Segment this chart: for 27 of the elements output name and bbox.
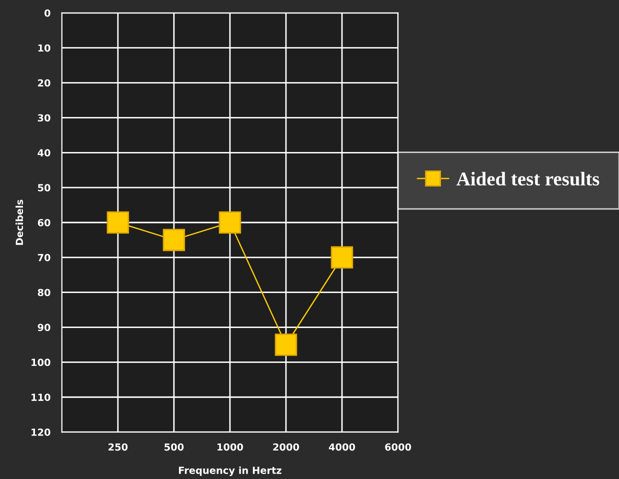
x-tick-label: 4000 <box>328 443 356 451</box>
y-tick-label: 100 <box>32 358 50 366</box>
y-tick-label: 90 <box>38 324 50 332</box>
point <box>162 228 186 252</box>
x-axis-title: Frequency in Hertz <box>178 466 282 476</box>
y-tick-label: 70 <box>38 254 50 262</box>
y-tick-label: 110 <box>32 394 50 401</box>
point <box>106 211 130 234</box>
y-tick-label: 50 <box>38 184 50 192</box>
x-tick-label: 500 <box>164 443 184 451</box>
y-tick-label: 60 <box>38 218 50 226</box>
y-tick-label: 0 <box>44 9 50 17</box>
point <box>330 246 354 269</box>
y-tick-label: 30 <box>38 114 50 122</box>
y-tick-label: 80 <box>38 288 50 296</box>
point <box>218 211 242 234</box>
y-tick-label: 40 <box>38 149 50 156</box>
x-tick-label: 1000 <box>218 443 244 451</box>
x-tick-label: 6000 <box>385 443 412 451</box>
y-tick-label: 120 <box>32 428 50 436</box>
point <box>274 334 298 356</box>
x-tick-label: 250 <box>108 443 128 451</box>
x-tick-label: 2000 <box>273 443 300 451</box>
y-axis-title: Decibels <box>16 200 24 245</box>
y-tick-label: 10 <box>38 44 50 52</box>
legend-label: Aided test results <box>456 172 600 186</box>
y-tick-label: 20 <box>38 79 50 87</box>
